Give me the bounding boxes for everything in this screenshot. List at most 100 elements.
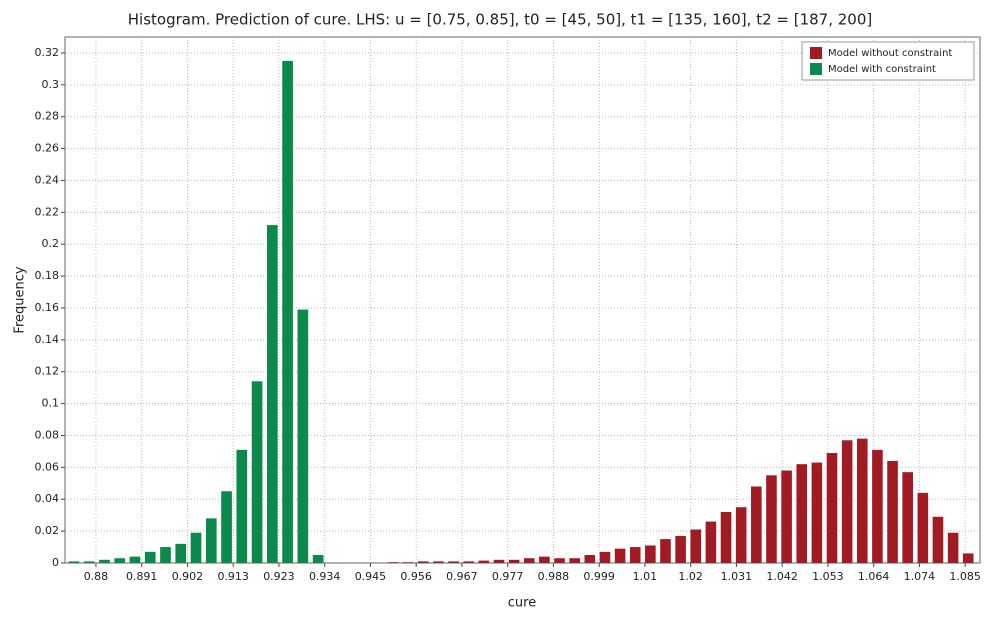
bar	[463, 561, 475, 563]
bar	[160, 547, 171, 563]
bar	[129, 556, 141, 563]
bar	[690, 529, 702, 563]
bar	[614, 548, 626, 563]
x-tick-label: 0.934	[309, 570, 341, 583]
x-tick-label: 0.902	[172, 570, 204, 583]
bar	[478, 560, 490, 563]
bar	[872, 449, 883, 563]
x-tick-label: 0.891	[126, 570, 158, 583]
y-tick-label: 0.32	[35, 46, 60, 59]
legend-label: Model without constraint	[828, 48, 952, 59]
bar	[645, 545, 656, 563]
y-tick-label: 0.22	[35, 205, 60, 218]
bar	[539, 556, 550, 563]
bar	[841, 440, 853, 563]
bar	[508, 559, 520, 563]
bar	[705, 521, 717, 563]
bar	[297, 309, 309, 563]
bar	[751, 486, 762, 563]
legend-swatch	[810, 63, 822, 75]
x-tick-label: 1.031	[721, 570, 753, 583]
bar	[418, 561, 429, 563]
legend-box	[801, 41, 975, 81]
bar	[902, 472, 913, 563]
bar	[282, 60, 293, 564]
bar	[493, 559, 505, 563]
x-tick-label: 0.977	[492, 570, 524, 583]
bar	[387, 562, 399, 563]
x-tick-label: 1.074	[904, 570, 936, 583]
bar	[584, 555, 596, 563]
x-tick-label: 0.913	[217, 570, 249, 583]
bar	[599, 551, 611, 563]
legend-label: Model with constraint	[828, 64, 936, 75]
x-tick-label: 0.88	[84, 570, 109, 583]
bar	[826, 453, 838, 563]
bar	[629, 547, 641, 563]
y-tick-label: 0.28	[35, 110, 60, 123]
bar	[962, 553, 974, 563]
bar	[402, 562, 414, 563]
x-tick-label: 0.999	[583, 570, 615, 583]
x-tick-label: 1.02	[678, 570, 703, 583]
bar	[781, 470, 792, 563]
bar	[312, 555, 324, 563]
bar	[433, 561, 444, 563]
bar	[660, 539, 671, 563]
x-tick-label: 1.053	[812, 570, 844, 583]
y-tick-label: 0.24	[35, 173, 60, 186]
bar	[205, 518, 217, 563]
x-tick-label: 0.967	[446, 570, 478, 583]
bar	[68, 561, 80, 563]
bar	[887, 460, 898, 563]
bar	[190, 532, 202, 563]
bar	[266, 225, 278, 564]
bar	[523, 558, 535, 563]
y-tick-label: 0.14	[35, 333, 60, 346]
y-tick-label: 0.18	[35, 269, 60, 282]
y-tick-label: 0.12	[35, 365, 60, 378]
bar	[735, 507, 747, 563]
bar	[947, 532, 959, 563]
y-tick-label: 0.1	[42, 397, 60, 410]
plot-frame	[64, 36, 981, 564]
bar	[811, 462, 823, 563]
bar	[554, 558, 565, 563]
bar	[221, 491, 232, 563]
bar	[251, 381, 263, 563]
bar	[83, 561, 95, 563]
bar	[569, 558, 580, 563]
x-tick-label: 1.085	[949, 570, 981, 583]
x-tick-label: 1.042	[766, 570, 798, 583]
y-axis-label: Frequency	[13, 266, 28, 333]
bar	[236, 449, 248, 563]
legend-swatch	[810, 47, 822, 59]
bar	[796, 464, 808, 563]
y-tick-label: 0.16	[35, 301, 60, 314]
y-tick-label: 0.3	[42, 78, 60, 91]
y-tick-label: 0.26	[35, 142, 60, 155]
bar	[917, 492, 929, 563]
y-tick-label: 0.02	[35, 524, 60, 537]
bar	[720, 511, 732, 563]
x-tick-label: 1.01	[633, 570, 658, 583]
bar	[175, 543, 187, 563]
bar	[932, 516, 944, 563]
x-tick-label: 0.945	[355, 570, 387, 583]
x-tick-label: 0.923	[263, 570, 295, 583]
chart-title: Histogram. Prediction of cure. LHS: u = …	[128, 11, 872, 29]
bar	[856, 438, 868, 563]
x-axis-label: cure	[508, 596, 536, 611]
bar	[144, 551, 156, 563]
bar	[448, 561, 459, 563]
x-tick-label: 1.064	[858, 570, 890, 583]
x-tick-label: 0.956	[400, 570, 432, 583]
bar	[766, 475, 777, 563]
bar	[114, 558, 126, 563]
y-tick-label: 0.06	[35, 460, 60, 473]
y-tick-label: 0	[52, 556, 59, 569]
y-tick-label: 0.2	[42, 237, 60, 250]
y-tick-label: 0.08	[35, 428, 60, 441]
bar	[99, 559, 110, 563]
